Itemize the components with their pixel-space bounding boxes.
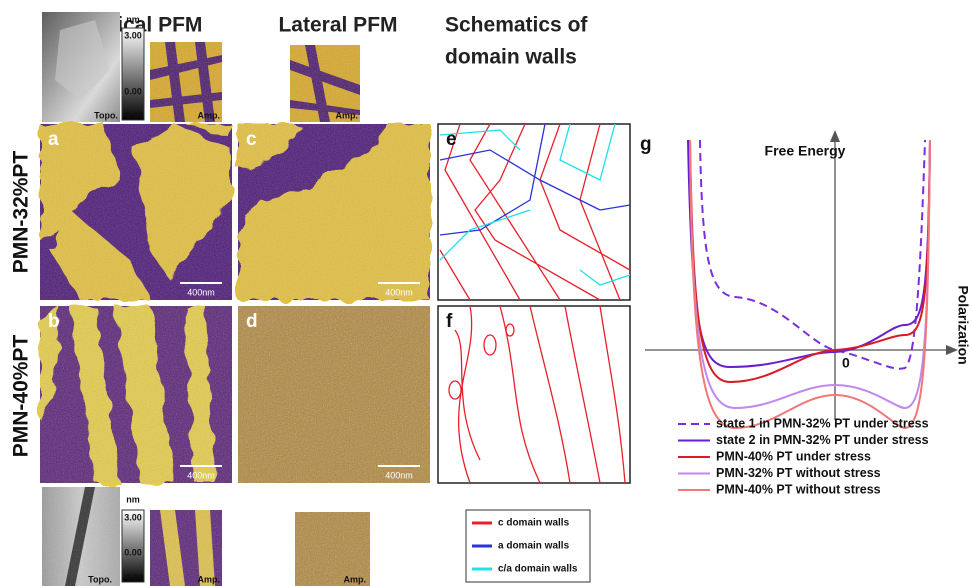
axes	[645, 130, 958, 420]
schematic: e	[438, 124, 630, 300]
topo-inset: Topo. nm 3.00 0.00 -3.00	[42, 12, 144, 122]
energy-curve	[690, 140, 930, 408]
pfm-image: b 400nm	[40, 306, 232, 483]
scale-bar-label: 400nm	[385, 287, 413, 297]
amp-inset: Amp.	[295, 512, 370, 586]
scale-bar-label: 400nm	[187, 287, 215, 297]
inset-label: Amp.	[344, 574, 367, 584]
amp-inset: Amp.	[290, 45, 360, 122]
energy-curve	[700, 140, 925, 369]
row-label: PMN-32%PT	[10, 151, 33, 274]
legend-label: a domain walls	[498, 541, 570, 552]
colorbar-label: -3.00	[123, 572, 144, 582]
pfm-image: c 400nm	[238, 124, 430, 300]
inset-label: Topo.	[88, 574, 112, 584]
colorbar-unit: nm	[126, 494, 140, 504]
legend-label: PMN-40% PT without stress	[716, 482, 881, 496]
amp-inset: Amp.	[150, 42, 222, 122]
pfm-image: d 400nm	[238, 306, 430, 483]
legend-label: c domain walls	[498, 518, 570, 529]
scale-bar-label: 400nm	[187, 470, 215, 480]
origin-label: 0	[842, 355, 850, 371]
panel-letter: a	[48, 129, 59, 150]
amp-inset: Amp.	[150, 510, 222, 586]
colorbar-label: 3.00	[124, 512, 142, 522]
column-title: Schematics of	[445, 14, 588, 37]
y-axis-label: Free Energy	[765, 143, 846, 159]
colorbar-unit: nm	[126, 14, 140, 24]
panel-letter: c	[246, 129, 257, 150]
pfm-image: a 400nm	[40, 124, 232, 300]
figure: Vertical PFM Lateral PFM Schematics of d…	[0, 0, 972, 586]
column-title: Lateral PFM	[278, 14, 397, 37]
inset-label: Topo.	[94, 110, 118, 120]
scale-bar-label: 400nm	[385, 470, 413, 480]
inset-label: Amp.	[198, 110, 221, 120]
page: {"columns": ["Vertical PFM", "Lateral PF…	[0, 0, 972, 586]
legend-label: PMN-40% PT under stress	[716, 449, 871, 463]
inset-label: Amp.	[198, 574, 221, 584]
colorbar-label: -3.00	[123, 110, 144, 120]
energy-curve	[690, 140, 930, 382]
legend-label: PMN-32% PT without stress	[716, 466, 881, 480]
panel-letter: d	[246, 311, 258, 332]
energy-curve	[688, 140, 930, 367]
energy-curve	[690, 140, 930, 428]
colorbar-label: 0.00	[124, 547, 142, 557]
x-axis-label: Polarization	[955, 285, 971, 364]
legend-label: state 1 in PMN-32% PT under stress	[716, 416, 929, 430]
panel-letter: e	[446, 129, 457, 150]
inset-label: Amp.	[336, 110, 359, 120]
topo-inset: Topo. nm 3.00 0.00 -3.00	[42, 487, 144, 586]
panel-letter: g	[640, 134, 652, 155]
schematic: f	[438, 306, 630, 483]
column-title: domain walls	[445, 46, 577, 69]
panel-letter: f	[446, 311, 453, 332]
colorbar-label: 3.00	[124, 30, 142, 40]
colorbar-label: 0.00	[124, 86, 142, 96]
panel-letter: b	[48, 311, 60, 332]
legend-label: state 2 in PMN-32% PT under stress	[716, 433, 929, 447]
legend-label: c/a domain walls	[498, 564, 578, 575]
row-label: PMN-40%PT	[10, 335, 33, 458]
